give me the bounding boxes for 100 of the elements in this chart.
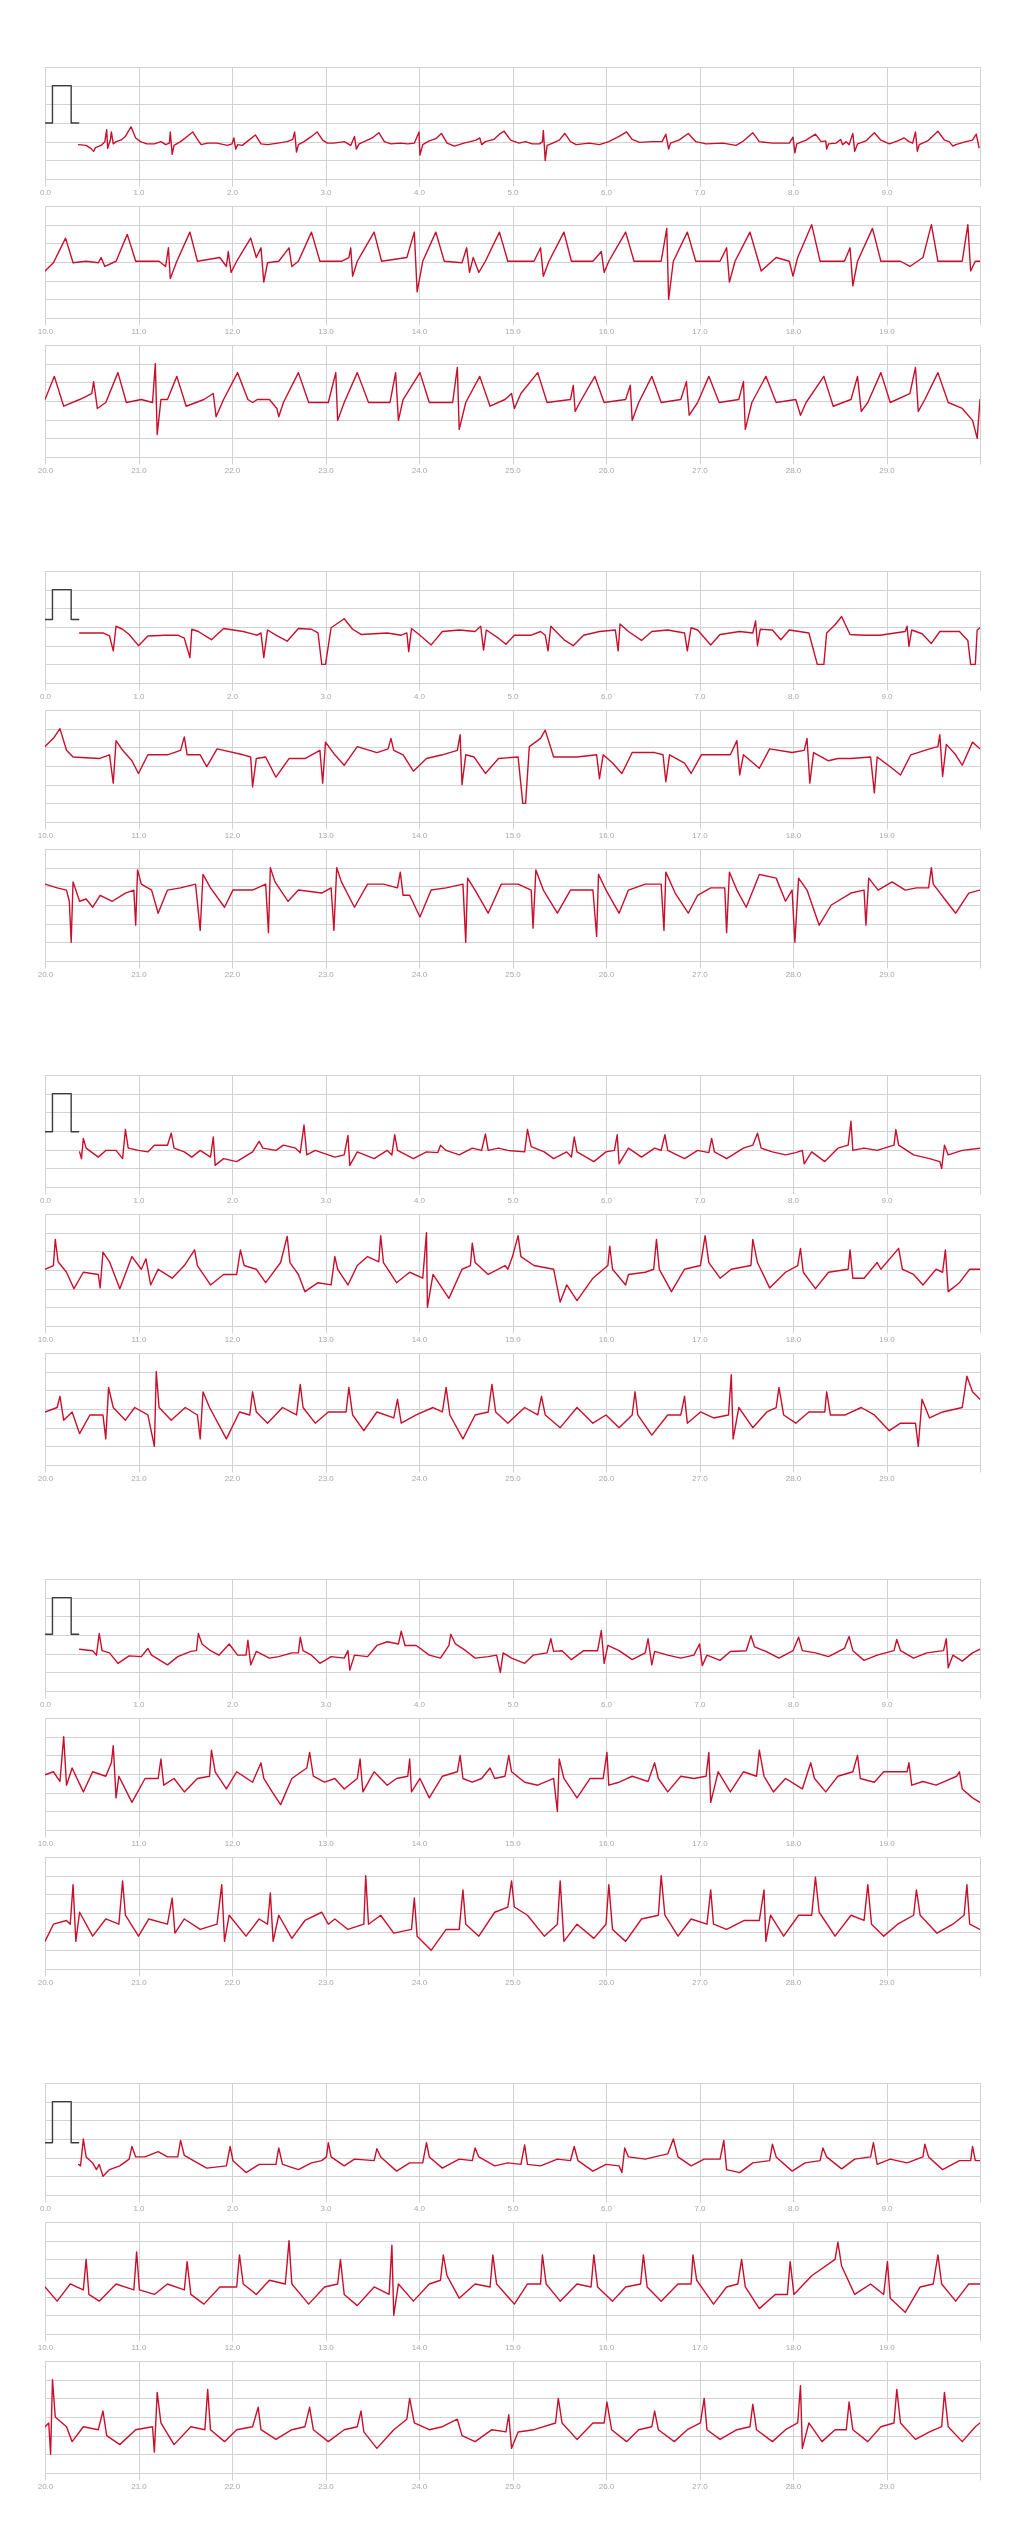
x-tick-label: 27.0 xyxy=(692,1977,709,1987)
x-tick-label: 28.0 xyxy=(785,1977,802,1987)
x-tick-label: 21.0 xyxy=(131,1473,148,1483)
x-tick-label: 8.0 xyxy=(787,1699,800,1709)
x-tick-label: 29.0 xyxy=(879,2481,896,2491)
x-tick-label: 14.0 xyxy=(411,830,428,840)
x-tick-label: 10.0 xyxy=(37,326,54,336)
x-tick-label: 20.0 xyxy=(37,465,54,475)
x-tick-label: 26.0 xyxy=(598,1977,615,1987)
x-tick-label: 27.0 xyxy=(692,465,709,475)
x-tick-label: 16.0 xyxy=(598,1838,615,1848)
x-tick-label: 13.0 xyxy=(318,2342,335,2352)
x-tick-label: 16.0 xyxy=(598,1334,615,1344)
x-tick-label: 14.0 xyxy=(411,326,428,336)
x-tick-label: 20.0 xyxy=(37,2481,54,2491)
x-tick-label: 3.0 xyxy=(320,691,333,701)
x-tick-label: 27.0 xyxy=(692,2481,709,2491)
x-tick-label: 14.0 xyxy=(411,1334,428,1344)
x-tick-label: 11.0 xyxy=(131,326,148,336)
x-tick-label: 21.0 xyxy=(131,969,148,979)
x-tick-label: 2.0 xyxy=(226,691,239,701)
x-tick-label: 0.0 xyxy=(39,1699,52,1709)
x-tick-label: 13.0 xyxy=(318,1334,335,1344)
x-tick-label: 1.0 xyxy=(133,2203,146,2213)
x-tick-label: 23.0 xyxy=(318,465,335,475)
x-tick-label: 22.0 xyxy=(224,2481,241,2491)
x-tick-label: 4.0 xyxy=(413,1195,426,1205)
x-tick-label: 19.0 xyxy=(879,326,896,336)
x-tick-label: 29.0 xyxy=(879,465,896,475)
x-tick-label: 24.0 xyxy=(411,2481,428,2491)
x-tick-label: 9.0 xyxy=(881,1699,894,1709)
x-tick-label: 4.0 xyxy=(413,2203,426,2213)
x-tick-label: 11.0 xyxy=(131,2342,148,2352)
x-tick-label: 22.0 xyxy=(224,969,241,979)
x-tick-label: 12.0 xyxy=(224,326,241,336)
x-tick-label: 1.0 xyxy=(133,691,146,701)
x-tick-label: 28.0 xyxy=(785,969,802,979)
x-tick-label: 7.0 xyxy=(694,187,707,197)
x-tick-label: 13.0 xyxy=(318,830,335,840)
x-tick-label: 11.0 xyxy=(131,1334,148,1344)
x-tick-label: 18.0 xyxy=(785,326,802,336)
x-tick-label: 26.0 xyxy=(598,465,615,475)
x-tick-label: 23.0 xyxy=(318,1473,335,1483)
x-tick-label: 25.0 xyxy=(505,969,522,979)
x-tick-label: 11.0 xyxy=(131,830,148,840)
x-tick-label: 20.0 xyxy=(37,1473,54,1483)
x-tick-label: 6.0 xyxy=(600,2203,613,2213)
x-tick-label: 16.0 xyxy=(598,830,615,840)
x-tick-label: 10.0 xyxy=(37,1838,54,1848)
x-tick-label: 25.0 xyxy=(505,1473,522,1483)
x-tick-label: 14.0 xyxy=(411,2342,428,2352)
x-tick-label: 22.0 xyxy=(224,465,241,475)
x-tick-label: 2.0 xyxy=(226,187,239,197)
x-tick-label: 9.0 xyxy=(881,2203,894,2213)
x-tick-label: 1.0 xyxy=(133,1699,146,1709)
x-tick-label: 26.0 xyxy=(598,1473,615,1483)
x-tick-label: 18.0 xyxy=(785,2342,802,2352)
x-tick-label: 5.0 xyxy=(507,691,520,701)
x-tick-label: 12.0 xyxy=(224,830,241,840)
x-tick-label: 8.0 xyxy=(787,187,800,197)
x-tick-label: 16.0 xyxy=(598,326,615,336)
x-tick-label: 19.0 xyxy=(879,1334,896,1344)
x-tick-label: 17.0 xyxy=(692,830,709,840)
x-tick-label: 29.0 xyxy=(879,1473,896,1483)
x-tick-label: 8.0 xyxy=(787,1195,800,1205)
x-tick-label: 14.0 xyxy=(411,1838,428,1848)
x-tick-label: 24.0 xyxy=(411,1977,428,1987)
x-tick-label: 26.0 xyxy=(598,2481,615,2491)
x-tick-label: 10.0 xyxy=(37,1334,54,1344)
x-tick-label: 13.0 xyxy=(318,326,335,336)
x-tick-label: 22.0 xyxy=(224,1977,241,1987)
x-tick-label: 19.0 xyxy=(879,2342,896,2352)
x-tick-label: 18.0 xyxy=(785,1334,802,1344)
x-tick-label: 17.0 xyxy=(692,2342,709,2352)
x-tick-label: 27.0 xyxy=(692,1473,709,1483)
x-tick-label: 0.0 xyxy=(39,1195,52,1205)
x-tick-label: 6.0 xyxy=(600,187,613,197)
x-tick-label: 21.0 xyxy=(131,1977,148,1987)
x-tick-label: 5.0 xyxy=(507,187,520,197)
x-tick-label: 10.0 xyxy=(37,830,54,840)
x-tick-label: 22.0 xyxy=(224,1473,241,1483)
x-tick-label: 15.0 xyxy=(505,1334,522,1344)
x-tick-label: 15.0 xyxy=(505,1838,522,1848)
x-tick-label: 29.0 xyxy=(879,1977,896,1987)
x-tick-label: 28.0 xyxy=(785,465,802,475)
x-tick-label: 15.0 xyxy=(505,2342,522,2352)
x-tick-label: 25.0 xyxy=(505,1977,522,1987)
x-tick-label: 2.0 xyxy=(226,2203,239,2213)
x-tick-label: 8.0 xyxy=(787,2203,800,2213)
x-tick-label: 26.0 xyxy=(598,969,615,979)
x-tick-label: 12.0 xyxy=(224,2342,241,2352)
x-tick-label: 1.0 xyxy=(133,187,146,197)
x-tick-label: 3.0 xyxy=(320,187,333,197)
x-tick-label: 24.0 xyxy=(411,1473,428,1483)
x-tick-label: 2.0 xyxy=(226,1699,239,1709)
x-tick-label: 11.0 xyxy=(131,1838,148,1848)
x-tick-label: 24.0 xyxy=(411,969,428,979)
x-tick-label: 17.0 xyxy=(692,1838,709,1848)
x-tick-label: 4.0 xyxy=(413,1699,426,1709)
x-tick-label: 16.0 xyxy=(598,2342,615,2352)
